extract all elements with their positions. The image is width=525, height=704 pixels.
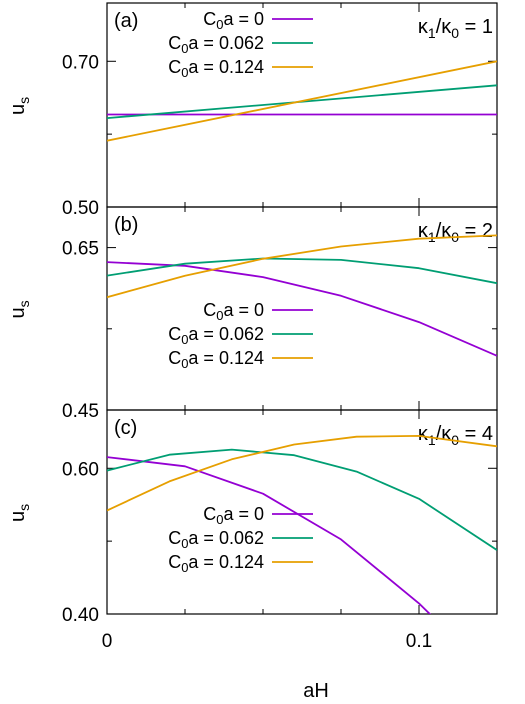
y-tick-label: 0.65 xyxy=(62,239,99,260)
y-axis-title: us xyxy=(7,97,32,115)
x-tick-label: 0.1 xyxy=(406,631,432,652)
legend-label: C0a = 0 xyxy=(203,9,264,32)
series-line-3 xyxy=(107,60,497,142)
legend-label: C0a = 0.124 xyxy=(168,552,264,575)
y-axis-title: us xyxy=(7,504,32,522)
series-group xyxy=(107,234,497,357)
legend-label: C0a = 0.124 xyxy=(168,57,264,80)
series-line-1 xyxy=(107,456,432,614)
series-line-2 xyxy=(107,448,497,551)
legend-label: C0a = 0.062 xyxy=(168,528,264,551)
panel-frame xyxy=(106,409,498,615)
y-axis-title: us xyxy=(7,300,32,318)
kappa-ratio-label: κ1/κ0 = 4 xyxy=(418,423,493,448)
series-line-3 xyxy=(107,434,497,512)
y-tick-label: 0.40 xyxy=(62,605,99,626)
legend-label: C0a = 0 xyxy=(203,300,264,323)
series-line-3 xyxy=(107,234,497,299)
legend-label: C0a = 0.124 xyxy=(168,348,264,371)
x-axis-title: aH xyxy=(303,680,329,702)
y-tick-label: 0.45 xyxy=(62,401,99,422)
x-tick-label: 0 xyxy=(102,631,113,652)
panel-tag: (c) xyxy=(114,417,137,439)
legend-label: C0a = 0 xyxy=(203,504,264,527)
legend-label: C0a = 0.062 xyxy=(168,324,264,347)
series-group xyxy=(107,60,497,142)
legend-label: C0a = 0.062 xyxy=(168,33,264,56)
y-tick-label: 0.50 xyxy=(62,198,99,219)
panel-tag: (a) xyxy=(114,10,138,32)
y-tick-label: 0.70 xyxy=(62,52,99,73)
kappa-ratio-label: κ1/κ0 = 1 xyxy=(418,16,493,41)
y-tick-label: 0.60 xyxy=(62,459,99,480)
series-group xyxy=(107,434,497,614)
series-line-2 xyxy=(107,257,497,285)
series-line-1 xyxy=(107,261,497,357)
panel-tag: (b) xyxy=(114,214,138,236)
kappa-ratio-label: κ1/κ0 = 2 xyxy=(418,220,493,245)
